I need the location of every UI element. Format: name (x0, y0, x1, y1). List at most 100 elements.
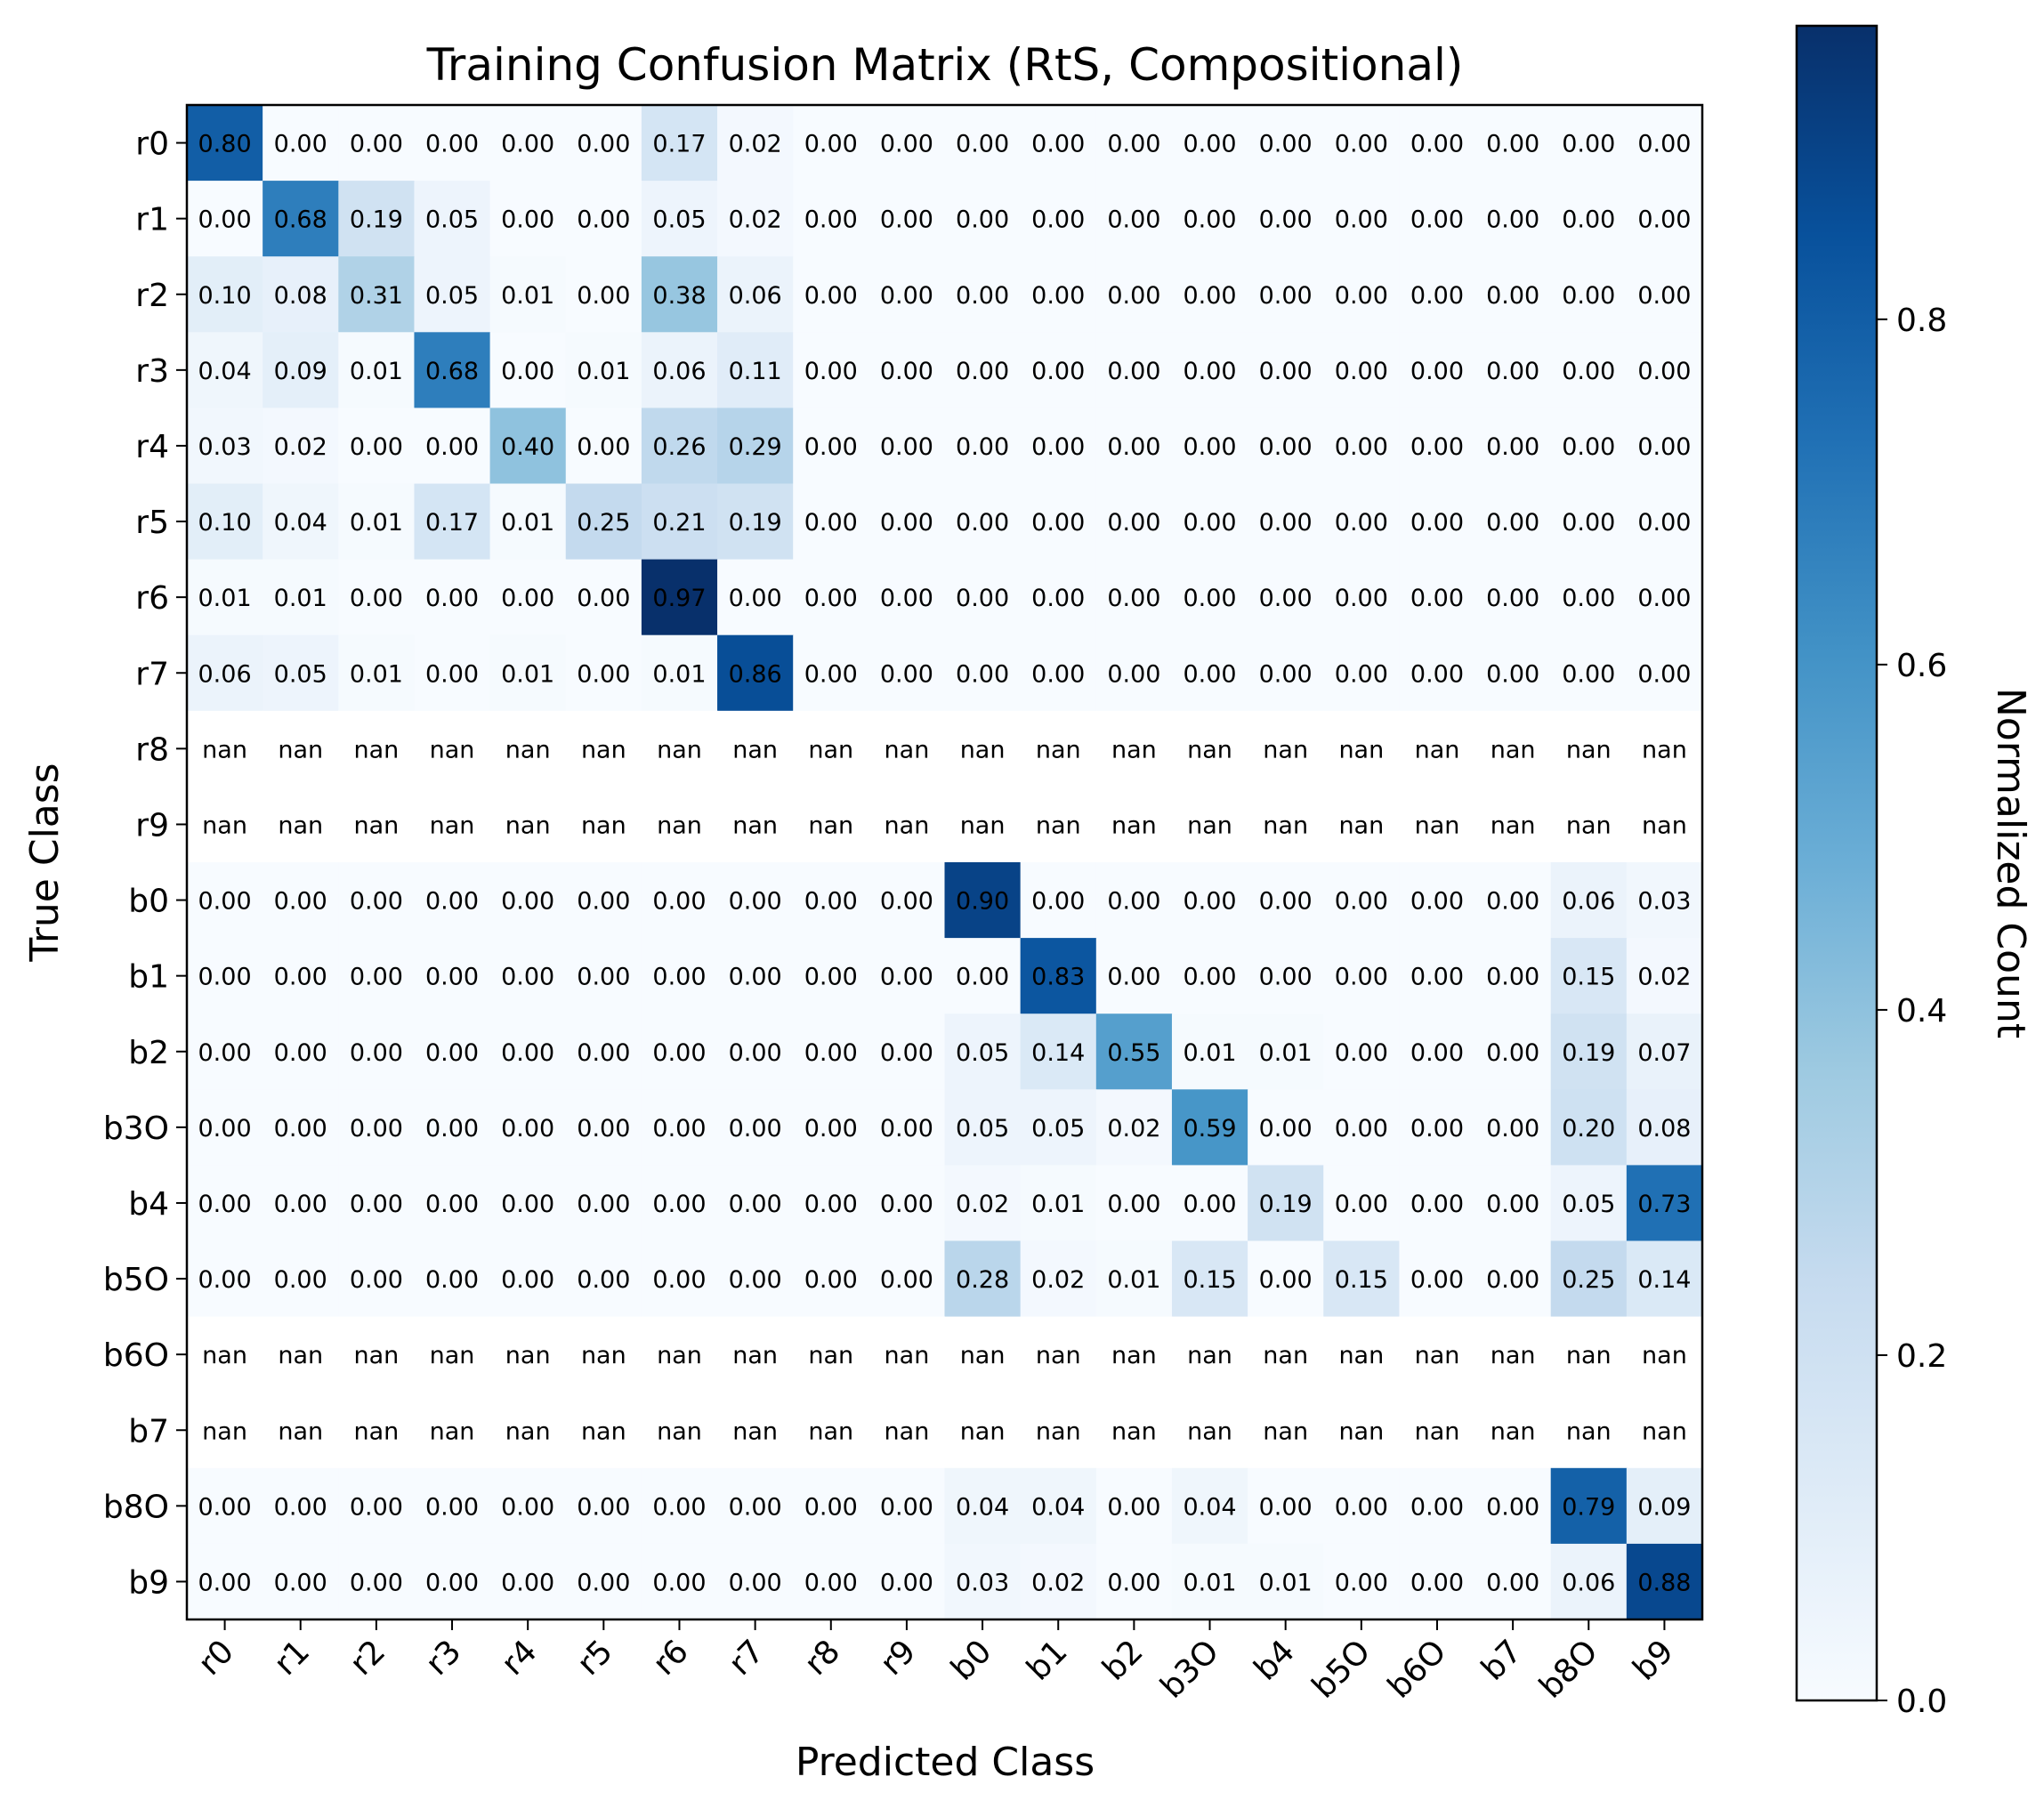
cell-value-label: nan (732, 1417, 778, 1445)
cell-value-label: 0.00 (956, 206, 1009, 234)
cell-value-label: 0.00 (350, 1039, 403, 1067)
cell-value-label: 0.03 (956, 1569, 1009, 1596)
heatmap-cell (868, 1543, 946, 1620)
cell-value-label: 0.00 (501, 1266, 554, 1294)
cell-value-label: 0.00 (1410, 282, 1464, 310)
heatmap-cell (1020, 332, 1097, 408)
heatmap-cell (338, 1165, 416, 1242)
heatmap-cell (1550, 1467, 1628, 1545)
heatmap-cell (338, 105, 416, 182)
heatmap-cell (565, 256, 642, 333)
heatmap-cell (717, 1392, 794, 1469)
heatmap-cell (793, 938, 869, 1014)
cell-value-label: 0.00 (1410, 964, 1464, 991)
cell-value-label: nan (885, 1342, 930, 1369)
cell-value-label: 0.68 (274, 206, 327, 234)
cell-value-label: 0.01 (350, 660, 403, 688)
cell-value-label: 0.05 (956, 1115, 1009, 1143)
heatmap-cell (1020, 105, 1097, 182)
cell-value-label: 0.00 (1637, 206, 1691, 234)
cell-value-label: 0.00 (1486, 509, 1539, 537)
heatmap-cell (1020, 1240, 1097, 1318)
cell-value-label: 0.00 (1486, 1493, 1539, 1521)
cell-value-label: 0.00 (652, 1569, 706, 1596)
heatmap-cell (187, 786, 263, 863)
heatmap-cell (1550, 332, 1628, 408)
cell-value-label: 0.05 (956, 1039, 1009, 1067)
heatmap-cell (414, 1240, 491, 1318)
cell-value-label: 0.00 (880, 509, 933, 537)
heatmap-cell (717, 1014, 794, 1090)
cell-value-label: 0.01 (1183, 1039, 1236, 1067)
cell-value-label: 0.00 (501, 1191, 554, 1218)
cell-value-label: 0.20 (1562, 1115, 1615, 1143)
cell-value-label: 0.05 (274, 660, 327, 688)
heatmap-cell (414, 710, 491, 787)
heatmap-cell (793, 1392, 869, 1469)
cell-value-label: 0.00 (1183, 131, 1236, 158)
cell-value-label: 0.00 (274, 1115, 327, 1143)
heatmap-cell (1020, 1014, 1097, 1090)
heatmap-cell (1020, 1467, 1097, 1545)
cell-value-label: 0.17 (425, 509, 479, 537)
heatmap-cell (489, 1392, 567, 1469)
cell-value-label: nan (430, 1417, 475, 1445)
heatmap-cell (338, 634, 416, 712)
cell-value-label: 0.00 (1486, 888, 1539, 916)
cell-value-label: 0.79 (1562, 1493, 1615, 1521)
cell-value-label: 0.00 (198, 1115, 252, 1143)
heatmap-cell (1626, 1089, 1703, 1166)
cell-value-label: 0.00 (350, 1266, 403, 1294)
heatmap-cell (263, 1543, 339, 1620)
heatmap-cell (1171, 256, 1248, 333)
cell-value-label: 0.00 (729, 1191, 782, 1218)
y-tick-label: b9 (128, 1564, 169, 1601)
heatmap-cell (338, 483, 416, 561)
heatmap-cell (414, 786, 491, 863)
heatmap-cell (868, 559, 946, 636)
cell-value-label: 0.00 (577, 964, 630, 991)
cell-value-label: 0.00 (425, 964, 479, 991)
heatmap-cell (1626, 1543, 1703, 1620)
heatmap-cell (1550, 862, 1628, 939)
heatmap-cell (717, 1165, 794, 1242)
heatmap-cell (641, 1543, 718, 1620)
heatmap-cell (1626, 1316, 1703, 1393)
heatmap-cell (263, 862, 339, 939)
cell-value-label: 0.00 (1107, 888, 1160, 916)
heatmap-cell (641, 710, 718, 787)
heatmap-cell (1474, 1543, 1552, 1620)
heatmap-cell (1248, 862, 1324, 939)
heatmap-cell (717, 408, 794, 485)
cell-value-label: 0.00 (1486, 206, 1539, 234)
colorbar-tick-label: 0.4 (1896, 993, 1947, 1030)
heatmap-cell (1550, 483, 1628, 561)
cell-value-label: 0.55 (1107, 1039, 1160, 1067)
heatmap-cell (944, 1543, 1022, 1620)
heatmap-cell (793, 483, 869, 561)
heatmap-cell (1550, 1543, 1628, 1620)
cell-value-label: nan (1491, 736, 1536, 763)
heatmap-cell (187, 408, 263, 485)
cell-value-label: 0.00 (880, 131, 933, 158)
cell-value-label: 0.00 (1486, 1039, 1539, 1067)
cell-value-label: 0.01 (1183, 1569, 1236, 1596)
heatmap-cell (1248, 332, 1324, 408)
cell-value-label: nan (1036, 812, 1081, 839)
cell-value-label: 0.00 (501, 1493, 554, 1521)
heatmap-cell (489, 1316, 567, 1393)
cell-value-label: 0.00 (652, 888, 706, 916)
cell-value-label: 0.01 (652, 660, 706, 688)
heatmap-cell (641, 862, 718, 939)
cell-value-label: 0.00 (1259, 509, 1313, 537)
cell-value-label: nan (1566, 736, 1612, 763)
cell-value-label: 0.38 (652, 282, 706, 310)
cell-value-label: 0.15 (1562, 964, 1615, 991)
cell-value-label: 0.00 (1335, 585, 1388, 612)
cell-value-label: nan (1187, 736, 1232, 763)
cell-value-label: 0.00 (880, 1493, 933, 1521)
cell-value-label: 0.00 (577, 1493, 630, 1521)
cell-value-label: 0.02 (1031, 1569, 1085, 1596)
cell-value-label: 0.00 (350, 1191, 403, 1218)
cell-value-label: nan (1187, 812, 1232, 839)
